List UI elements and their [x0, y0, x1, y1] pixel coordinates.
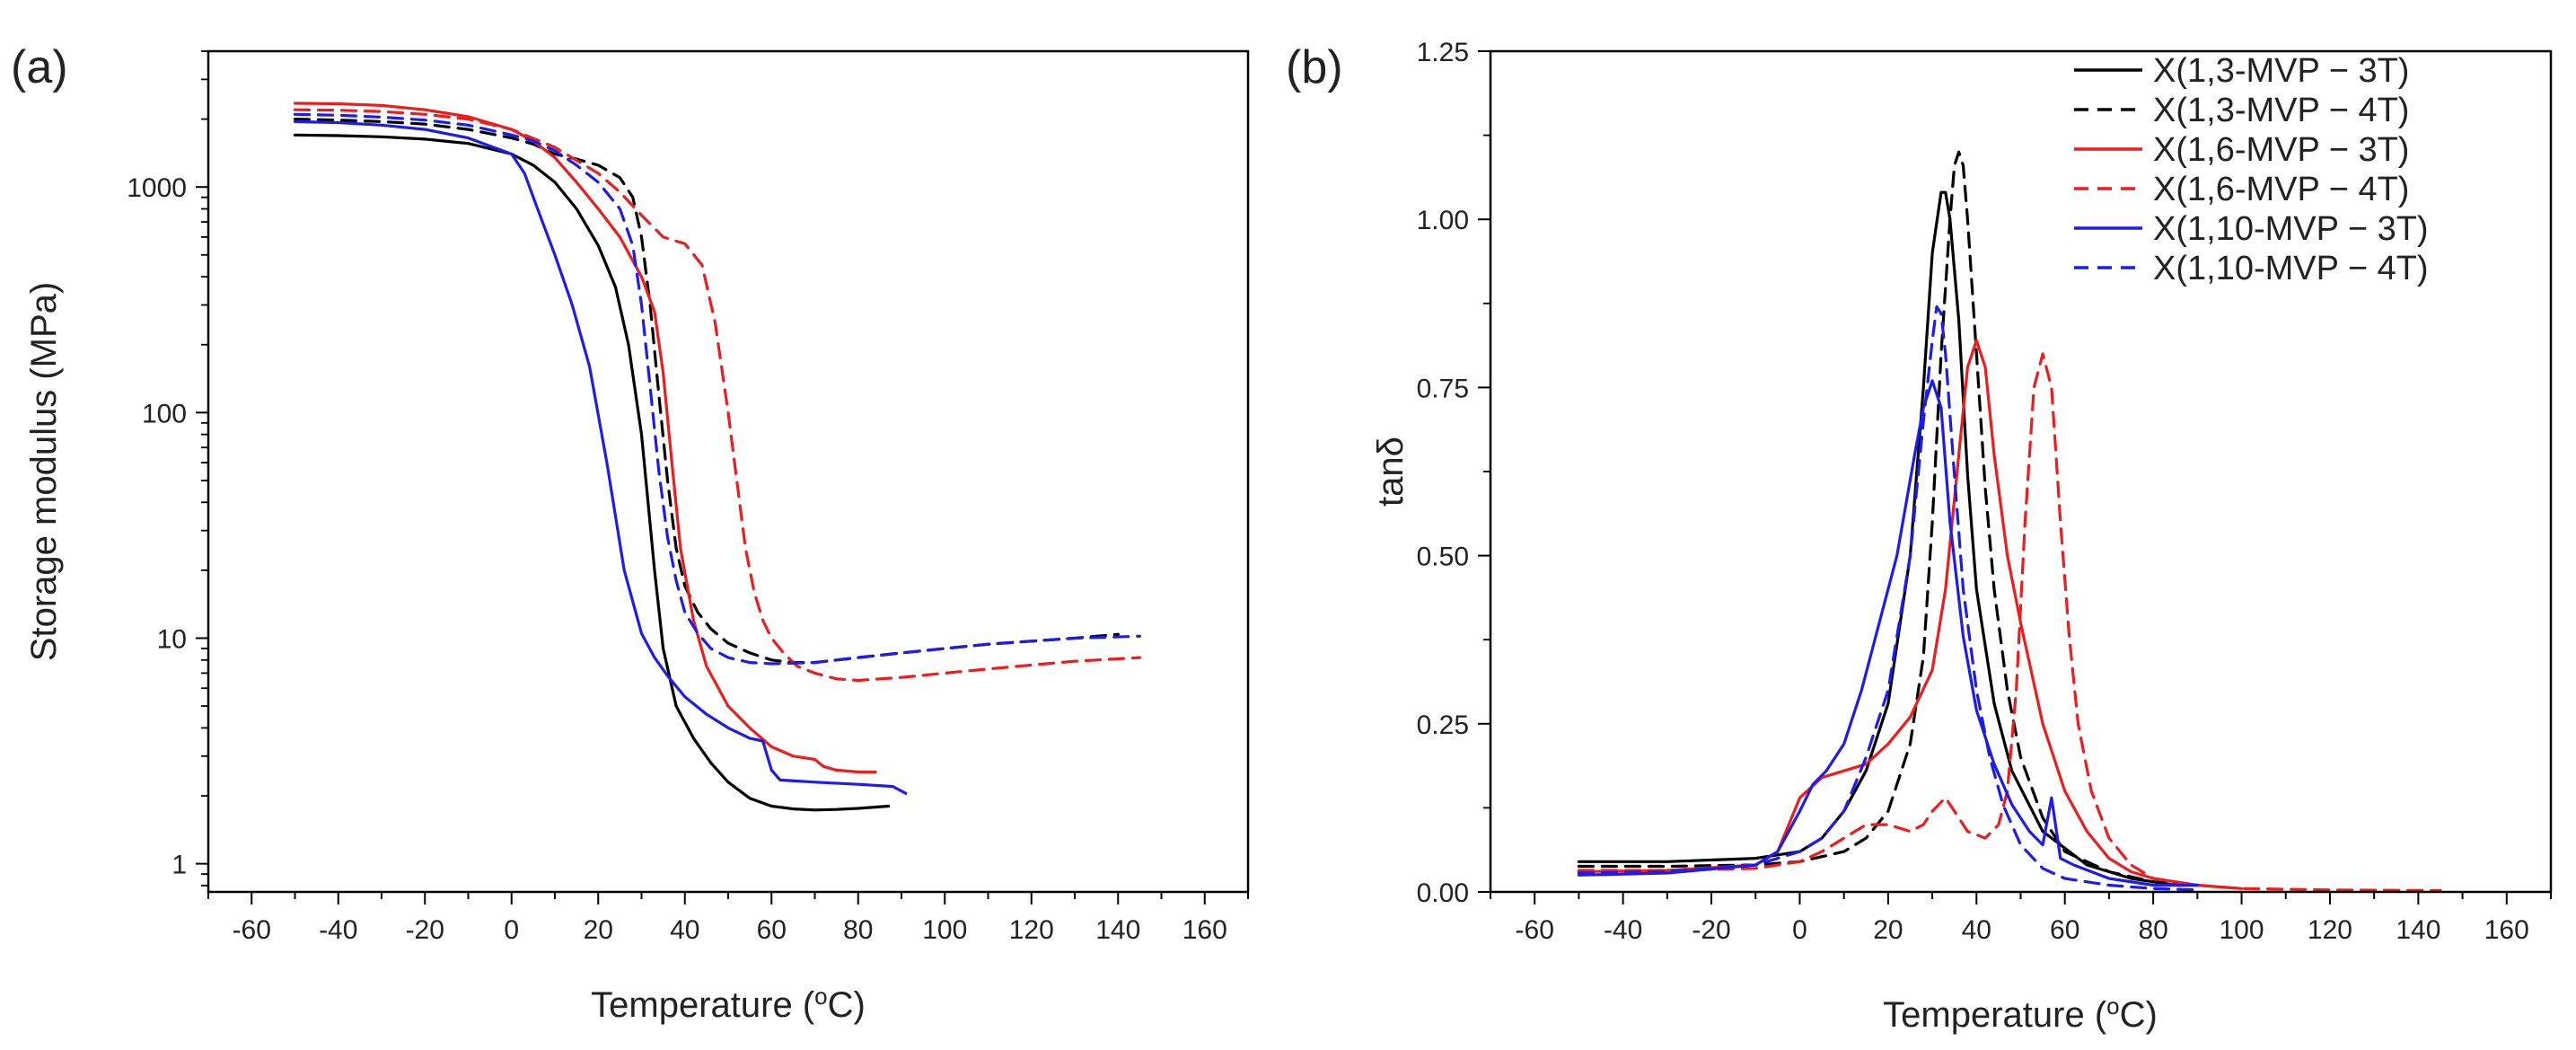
panel-b-ytick-label: 0.75	[1417, 374, 1469, 403]
panel-b-xlabel-main: Temperature (	[1883, 995, 2107, 1035]
legend-label-x-1-6-mvp-3t: X(1,6-MVP − 3T)	[2153, 131, 2409, 169]
panel-a-series-x-1-6-mvp-4t	[293, 108, 1141, 683]
panel-a-xtick-label: 0	[504, 915, 519, 945]
panel-b-xlabel-end: C)	[2120, 995, 2158, 1035]
panel-a-ytick-label: 1000	[127, 173, 187, 203]
panel-b-xtick-label: -60	[1516, 915, 1554, 945]
legend-label-x-1-6-mvp-4t: X(1,6-MVP − 4T)	[2153, 171, 2409, 208]
panel-b-ytick-label: 0.50	[1417, 543, 1469, 572]
panel-b-series-x-1-10-mvp-3t	[1577, 379, 2199, 887]
panel-b-ytick-label: 1.00	[1417, 206, 1469, 235]
panel-b-series	[1577, 150, 2442, 893]
panel-b-ylabel: tanδ	[1371, 437, 1411, 507]
panel-a-xtick-label: 120	[1009, 915, 1054, 945]
panel-b-ytick-label: 0.25	[1417, 710, 1469, 740]
panel-b-xtick-label: 80	[2138, 915, 2167, 945]
panel-b-xtick-label: 140	[2396, 915, 2440, 945]
panel-b-xtick-label: -40	[1604, 915, 1642, 945]
panel-a-series-x-1-3-mvp-3t	[293, 133, 891, 812]
panel-b-frame	[1489, 49, 2553, 894]
panel-b-xlabel: Temperature (oC)	[1883, 993, 2158, 1035]
panel-a-ytick-label: 100	[142, 399, 187, 428]
panel-a-xtick-label: -60	[233, 915, 271, 945]
panel-a-xlabel-end: C)	[828, 985, 866, 1025]
panel-a-xtick-label: 20	[584, 915, 613, 945]
panel-b-ytick-label: 0.00	[1417, 878, 1469, 908]
panel-b-xlabel-sup: o	[2106, 993, 2119, 1019]
panel-a-ylabel: Storage modulus (MPa)	[24, 282, 64, 661]
panel-b-series-x-1-3-mvp-3t	[1577, 190, 2199, 887]
panel-b-xtick-label: 160	[2484, 915, 2529, 945]
panel-b-xtick-label: 40	[1962, 915, 1991, 945]
legend: X(1,3-MVP − 3T)X(1,3-MVP − 4T)X(1,6-MVP …	[2074, 52, 2429, 287]
legend-label-x-1-3-mvp-4t: X(1,3-MVP − 4T)	[2153, 92, 2409, 129]
panel-b-xtick-label: 120	[2308, 915, 2352, 945]
panel-b-series-x-1-6-mvp-3t	[1577, 339, 2244, 890]
panel-b-grid-ticks: -60 -40 -20 0 20 40 60 80 100 120 140 160 0.00 0.25 0.…	[1417, 38, 2552, 945]
panel-a-xtick-label: 60	[757, 915, 787, 945]
panel-a-xtick-label: -40	[319, 915, 357, 945]
panel-a-xlabel-main: Temperature (	[591, 985, 815, 1025]
panel-a-xlabel: Temperature (oC)	[591, 983, 866, 1025]
panel-a-xlabel-sup: o	[814, 983, 827, 1010]
panel-a-xtick-label: -20	[406, 915, 444, 945]
panel-a: (a) -60 -40 -20 0 20 40 60 80 100 120 140 160 1 10 100…	[11, 41, 1250, 1025]
panel-a-ytick-label: 10	[157, 624, 187, 654]
panel-a-xtick-label: 80	[843, 915, 873, 945]
panel-a-series-x-1-6-mvp-3t	[293, 101, 877, 774]
legend-label-x-1-10-mvp-3t: X(1,10-MVP − 3T)	[2153, 210, 2429, 248]
panel-b-xtick-label: -20	[1692, 915, 1730, 945]
panel-a-frame	[207, 49, 1250, 894]
panel-b-xtick-label: 20	[1873, 915, 1903, 945]
panel-b-label: (b)	[1286, 41, 1343, 93]
panel-a-series-x-1-10-mvp-3t	[293, 119, 908, 795]
legend-label-x-1-10-mvp-4t: X(1,10-MVP − 4T)	[2153, 250, 2429, 287]
panel-a-xtick-label: 160	[1182, 915, 1227, 945]
panel-a-xtick-label: 40	[670, 915, 699, 945]
panel-b-xtick-label: 60	[2050, 915, 2079, 945]
panel-a-xtick-label: 100	[922, 915, 967, 945]
panel-b-ytick-label: 1.25	[1417, 38, 1469, 67]
panel-a-series-x-1-3-mvp-4t	[293, 118, 1120, 665]
panel-a-label: (a)	[11, 41, 68, 93]
panel-b-series-x-1-3-mvp-4t	[1577, 150, 2199, 887]
panel-a-ytick-label: 1	[171, 851, 187, 880]
panel-b-series-x-1-6-mvp-4t	[1577, 352, 2442, 893]
panel-b: (b) -60 -40 -20 0 20 40 60 80 100 120 140 160 0.00 0.…	[1286, 38, 2553, 1035]
panel-a-grid-ticks: -60 -40 -20 0 20 40 60 80 100 120 140 160 1 10 100 1000	[127, 50, 1249, 945]
panel-a-series-x-1-10-mvp-4t	[293, 112, 1141, 666]
panel-b-xtick-label: 0	[1792, 915, 1807, 945]
panel-a-series	[293, 101, 1141, 812]
legend-label-x-1-3-mvp-3t: X(1,3-MVP − 3T)	[2153, 52, 2409, 90]
panel-b-series-x-1-10-mvp-4t	[1577, 304, 2199, 892]
panel-a-xtick-label: 140	[1095, 915, 1140, 945]
panel-b-xtick-label: 100	[2220, 915, 2264, 945]
